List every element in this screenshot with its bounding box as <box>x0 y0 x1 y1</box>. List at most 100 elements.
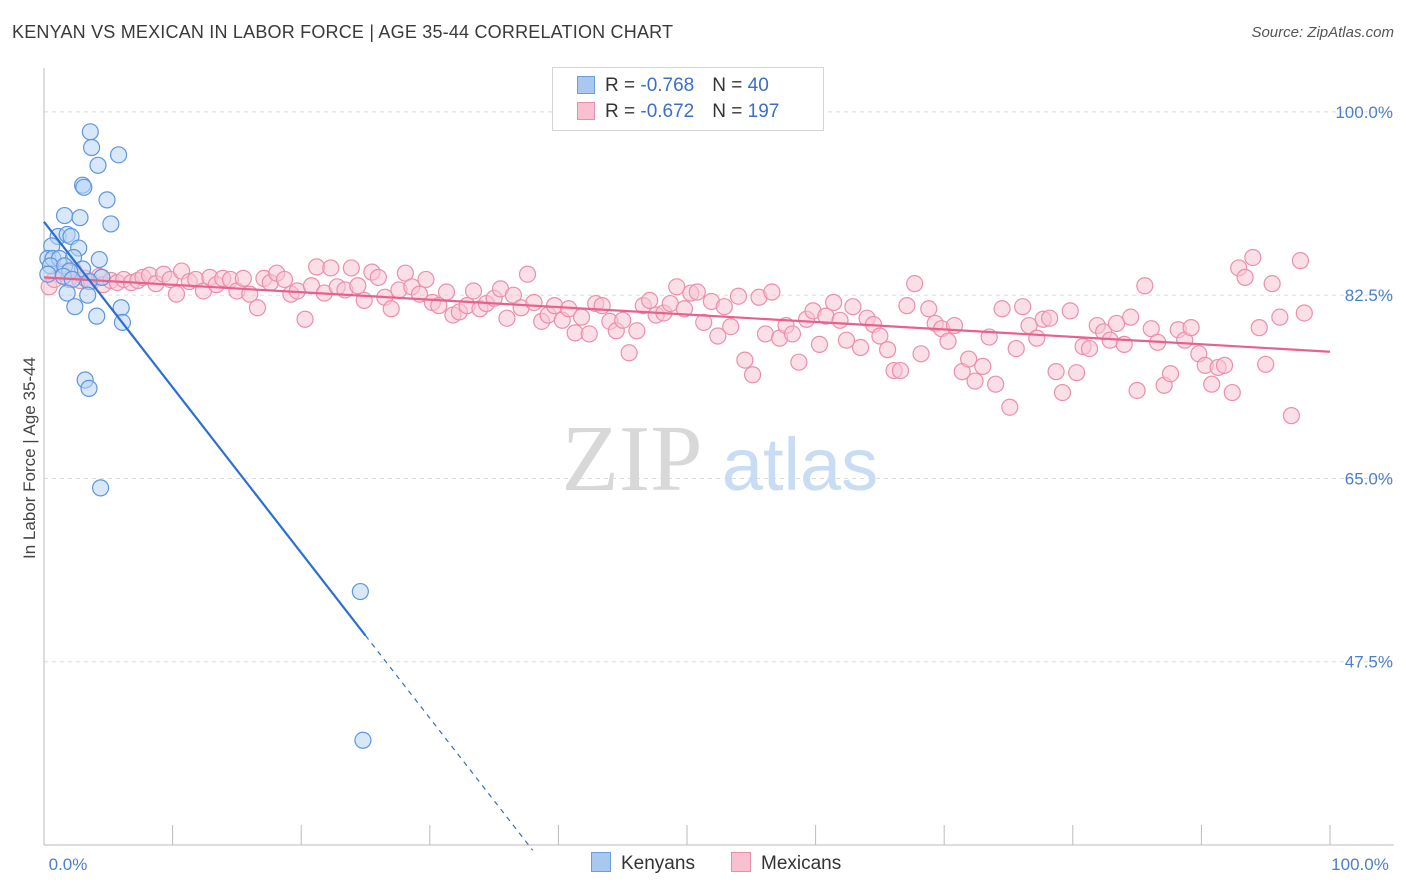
mexicans-legend-label: Mexicans <box>761 853 842 874</box>
kenyans-point <box>71 209 89 227</box>
legend-r-value: -0.672 <box>640 101 695 122</box>
chart-title: KENYAN VS MEXICAN IN LABOR FORCE | AGE 3… <box>12 22 674 42</box>
mexicans-point <box>722 317 740 336</box>
mexicans-point <box>871 327 889 345</box>
kenyans-point <box>82 138 101 157</box>
source-credit: Source: ZipAtlas.com <box>1251 24 1394 41</box>
mexicans-point <box>430 297 448 315</box>
y-tick-label: 47.5% <box>1345 653 1393 672</box>
mexicans-point <box>296 310 314 328</box>
mexicans-point <box>906 275 924 293</box>
mexicans-point <box>844 298 862 316</box>
mexicans-point <box>825 293 843 312</box>
legend-row-mexicans: R = -0.672 N = 197 <box>577 101 779 127</box>
mexicans-point <box>464 282 483 300</box>
mexicans-point <box>566 324 584 342</box>
grid-lines <box>44 111 1394 663</box>
x-tick-label-max: 100.0% <box>1331 855 1389 874</box>
watermark: ZIP atlas <box>562 407 879 511</box>
kenyans-point <box>91 479 110 497</box>
mexicans-point <box>831 311 849 329</box>
mexicans-point <box>898 297 916 315</box>
legend-row-kenyans: R = -0.768 N = 40 <box>577 75 769 101</box>
x-tick-labels: 0.0% 100.0% <box>49 855 1389 874</box>
mexicans-point <box>1128 381 1146 400</box>
mexicans-point <box>729 287 748 305</box>
kenyans-point <box>102 215 120 233</box>
mexicans-point <box>756 325 775 343</box>
mexicans-point <box>837 331 856 349</box>
legend-r-label: R = <box>605 75 641 96</box>
mexicans-point <box>1001 398 1019 416</box>
mexicans-point <box>852 338 870 357</box>
mexicans-point <box>572 308 591 326</box>
kenyans-point <box>89 156 107 174</box>
watermark-atlas: atlas <box>722 423 878 506</box>
mexicans-point <box>1047 363 1065 381</box>
mexicans-point <box>675 300 694 318</box>
mexicans-point <box>763 283 781 301</box>
kenyans-point <box>55 206 74 225</box>
mexicans-point <box>993 300 1011 318</box>
mexicans-point <box>1053 383 1072 402</box>
mexicans-point <box>234 269 252 288</box>
mexicans-point <box>1107 314 1126 333</box>
kenyans-trend-line <box>43 221 367 637</box>
mexicans-point <box>1282 407 1301 425</box>
mexicans-point <box>1061 302 1079 320</box>
mexicans-point <box>1136 277 1154 295</box>
mexicans-point <box>437 283 456 301</box>
y-axis-label: In Labor Force | Age 35-44 <box>20 357 39 559</box>
mexicans-point <box>1041 309 1059 327</box>
mexicans-point <box>715 298 733 316</box>
mexicans-swatch <box>577 102 595 120</box>
mexicans-point <box>248 299 267 317</box>
legend-n-label: N = <box>712 101 748 122</box>
y-tick-label: 100.0% <box>1335 103 1393 122</box>
kenyans-legend-swatch <box>591 852 611 872</box>
mexicans-point <box>1236 268 1254 286</box>
watermark-zip: ZIP <box>562 407 703 511</box>
kenyans-point <box>81 123 99 141</box>
mexicans-point <box>743 366 762 384</box>
mexicans-point <box>912 345 930 363</box>
kenyans-point <box>39 265 57 283</box>
kenyans-point <box>98 191 116 209</box>
mexicans-point <box>668 278 686 296</box>
mexicans-point <box>1068 364 1086 382</box>
mexicans-point <box>974 357 992 375</box>
mexicans-point <box>1223 383 1241 402</box>
kenyans-point <box>80 379 98 397</box>
mexicans-point <box>628 322 646 340</box>
x-tick-label-min: 0.0% <box>49 855 88 874</box>
mexicans-point <box>1257 355 1275 373</box>
mexicans-point <box>620 344 638 362</box>
legend-r-label: R = <box>605 101 641 122</box>
mexicans-point <box>1203 375 1221 393</box>
mexicans-trend-line <box>43 276 1331 353</box>
kenyans-points <box>39 123 372 749</box>
mexicans-point <box>695 313 713 331</box>
kenyans-point <box>79 286 97 304</box>
mexicans-point <box>349 277 367 295</box>
mexicans-point <box>1250 319 1268 337</box>
mexicans-point <box>966 372 984 390</box>
mexicans-point <box>580 325 598 343</box>
bottom-legend-kenyans: Kenyans <box>591 852 695 875</box>
mexicans-points <box>40 248 1313 425</box>
mexicans-point <box>1014 298 1032 316</box>
kenyans-swatch <box>577 76 595 94</box>
mexicans-point <box>1182 319 1200 337</box>
mexicans-point <box>1295 304 1313 322</box>
mexicans-point <box>736 351 754 369</box>
mexicans-point <box>783 325 802 343</box>
mexicans-point <box>322 259 340 277</box>
mexicans-point <box>498 309 516 327</box>
mexicans-point <box>614 311 632 329</box>
mexicans-legend-swatch <box>731 852 751 872</box>
kenyans-legend-label: Kenyans <box>621 853 695 874</box>
axes <box>43 68 1394 846</box>
mexicans-point <box>593 297 611 315</box>
mexicans-point <box>525 293 543 312</box>
